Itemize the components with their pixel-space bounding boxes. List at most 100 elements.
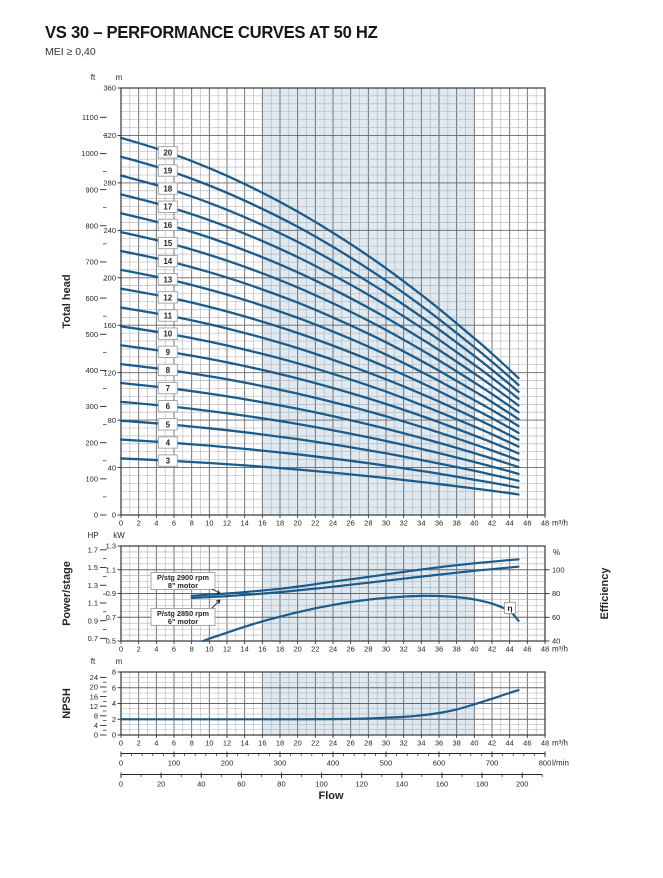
y-tick-label-ft: 500 — [85, 330, 98, 339]
x-tick-label: 12 — [223, 519, 231, 528]
curve-npsh — [119, 689, 520, 721]
y-tick-label-m: 40 — [108, 463, 116, 472]
stage-label-9: 9 — [166, 348, 171, 357]
ruler-label: 140 — [396, 780, 409, 789]
x-tick-label: 40 — [470, 739, 478, 748]
x-tick-label: 14 — [240, 519, 248, 528]
x-tick-label: 44 — [505, 739, 513, 748]
y-tick-label-m: 8 — [112, 668, 116, 677]
chart-total_head: 04080120160200240280320360m0100200300400… — [61, 73, 568, 528]
flow-axis-title: Flow — [318, 790, 343, 802]
stage-curve-11 — [119, 306, 520, 441]
label-pointer-arrow — [211, 588, 221, 594]
ruler-label: 400 — [327, 759, 340, 768]
x-tick-label: 38 — [452, 519, 460, 528]
x-tick-label: 46 — [523, 739, 531, 748]
x-tick-label: 26 — [346, 645, 354, 654]
y-tick-label-ft: 200 — [85, 438, 98, 447]
stage-label-19: 19 — [163, 166, 172, 175]
y-tick-label-ft: 0 — [94, 731, 98, 740]
y-tick-label-pct: 40 — [552, 637, 560, 646]
x-tick-label: 48 — [541, 519, 549, 528]
stage-label-box-15 — [157, 236, 178, 250]
y-axis-title-total_head: Total head — [61, 274, 73, 328]
x-tick-label: 18 — [276, 645, 284, 654]
stage-label-5: 5 — [166, 420, 171, 429]
y-axis-unit-HP: HP — [87, 531, 98, 540]
x-tick-label: 26 — [346, 739, 354, 748]
y-tick-label-ft: 400 — [85, 366, 98, 375]
x-tick-label: 26 — [346, 519, 354, 528]
x-tick-label: 34 — [417, 645, 425, 654]
x-tick-label: 38 — [452, 739, 460, 748]
stage-label-14: 14 — [163, 257, 172, 266]
ruler-label: 100 — [315, 780, 328, 789]
x-tick-label: 28 — [364, 519, 372, 528]
y-tick-label-HP: 1.7 — [88, 546, 98, 555]
x-tick-label: 12 — [223, 739, 231, 748]
stage-curve-6 — [119, 400, 520, 476]
y-tick-label-ft: 4 — [94, 721, 98, 730]
x-tick-label: 0 — [119, 645, 123, 654]
x-tick-label: 34 — [417, 519, 425, 528]
y-axis-title-npsh: NPSH — [61, 688, 73, 719]
x-tick-label: 8 — [190, 739, 194, 748]
y-tick-label-m: 2 — [112, 715, 116, 724]
y-tick-label-ft: 24 — [90, 673, 98, 682]
x-tick-label: 22 — [311, 645, 319, 654]
stage-curve-4 — [119, 438, 520, 489]
stage-curve-14 — [119, 249, 520, 421]
x-tick-label: 16 — [258, 645, 266, 654]
stage-label-box-13 — [157, 273, 178, 286]
stage-label-box-18 — [157, 182, 178, 195]
stage-label-7: 7 — [166, 384, 171, 393]
y-axis-unit-ft: ft — [91, 657, 96, 666]
x-tick-label: 30 — [382, 645, 390, 654]
y-tick-label-kW: 0.5 — [106, 637, 116, 646]
y-tick-label-m: 4 — [112, 699, 116, 708]
x-tick-label: 22 — [311, 739, 319, 748]
y-tick-label-m: 240 — [103, 226, 116, 235]
x-tick-label: 42 — [488, 519, 496, 528]
stage-label-box-5 — [157, 418, 178, 431]
ruler-label: 500 — [380, 759, 393, 768]
annotation-box-p2850 — [150, 608, 216, 626]
annotation-p2850-line2: 6" motor — [168, 617, 198, 626]
x-tick-label: 24 — [329, 739, 337, 748]
x-tick-label: 34 — [417, 739, 425, 748]
stage-curve-7 — [119, 381, 520, 469]
y-axis-unit-m: m — [116, 657, 123, 666]
y-tick-label-ft: 20 — [90, 683, 98, 692]
x-axis-unit: m³/h — [552, 519, 568, 528]
x-tick-label: 18 — [276, 519, 284, 528]
label-pointer-arrow — [217, 589, 221, 594]
x-tick-label: 40 — [470, 645, 478, 654]
ruler-label: 600 — [433, 759, 446, 768]
x-tick-label: 40 — [470, 519, 478, 528]
ruler-label: 160 — [436, 780, 449, 789]
x-tick-label: 22 — [311, 519, 319, 528]
annotation-p2900-line2: 8" motor — [168, 581, 198, 590]
stage-curve-15 — [119, 230, 520, 414]
x-tick-label: 2 — [137, 519, 141, 528]
annotation-p2850-line1: P/stg 2850 rpm — [157, 609, 209, 618]
stage-label-11: 11 — [164, 312, 173, 321]
x-tick-label: 20 — [293, 739, 301, 748]
eta-label-box — [504, 602, 516, 614]
stage-label-box-11 — [157, 309, 178, 322]
x-tick-label: 10 — [205, 519, 213, 528]
x-tick-label: 48 — [541, 645, 549, 654]
x-tick-label: 24 — [329, 645, 337, 654]
stage-label-box-14 — [157, 254, 178, 268]
y-tick-label-ft: 600 — [85, 294, 98, 303]
x-tick-label: 36 — [435, 645, 443, 654]
stage-label-3: 3 — [166, 457, 171, 466]
ruler-label: 0 — [119, 759, 123, 768]
x-tick-label: 10 — [205, 645, 213, 654]
x-tick-label: 0 — [119, 519, 123, 528]
x-tick-label: 42 — [488, 645, 496, 654]
x-tick-label: 28 — [364, 739, 372, 748]
y-tick-label-m: 160 — [103, 321, 116, 330]
x-tick-label: 4 — [154, 645, 158, 654]
